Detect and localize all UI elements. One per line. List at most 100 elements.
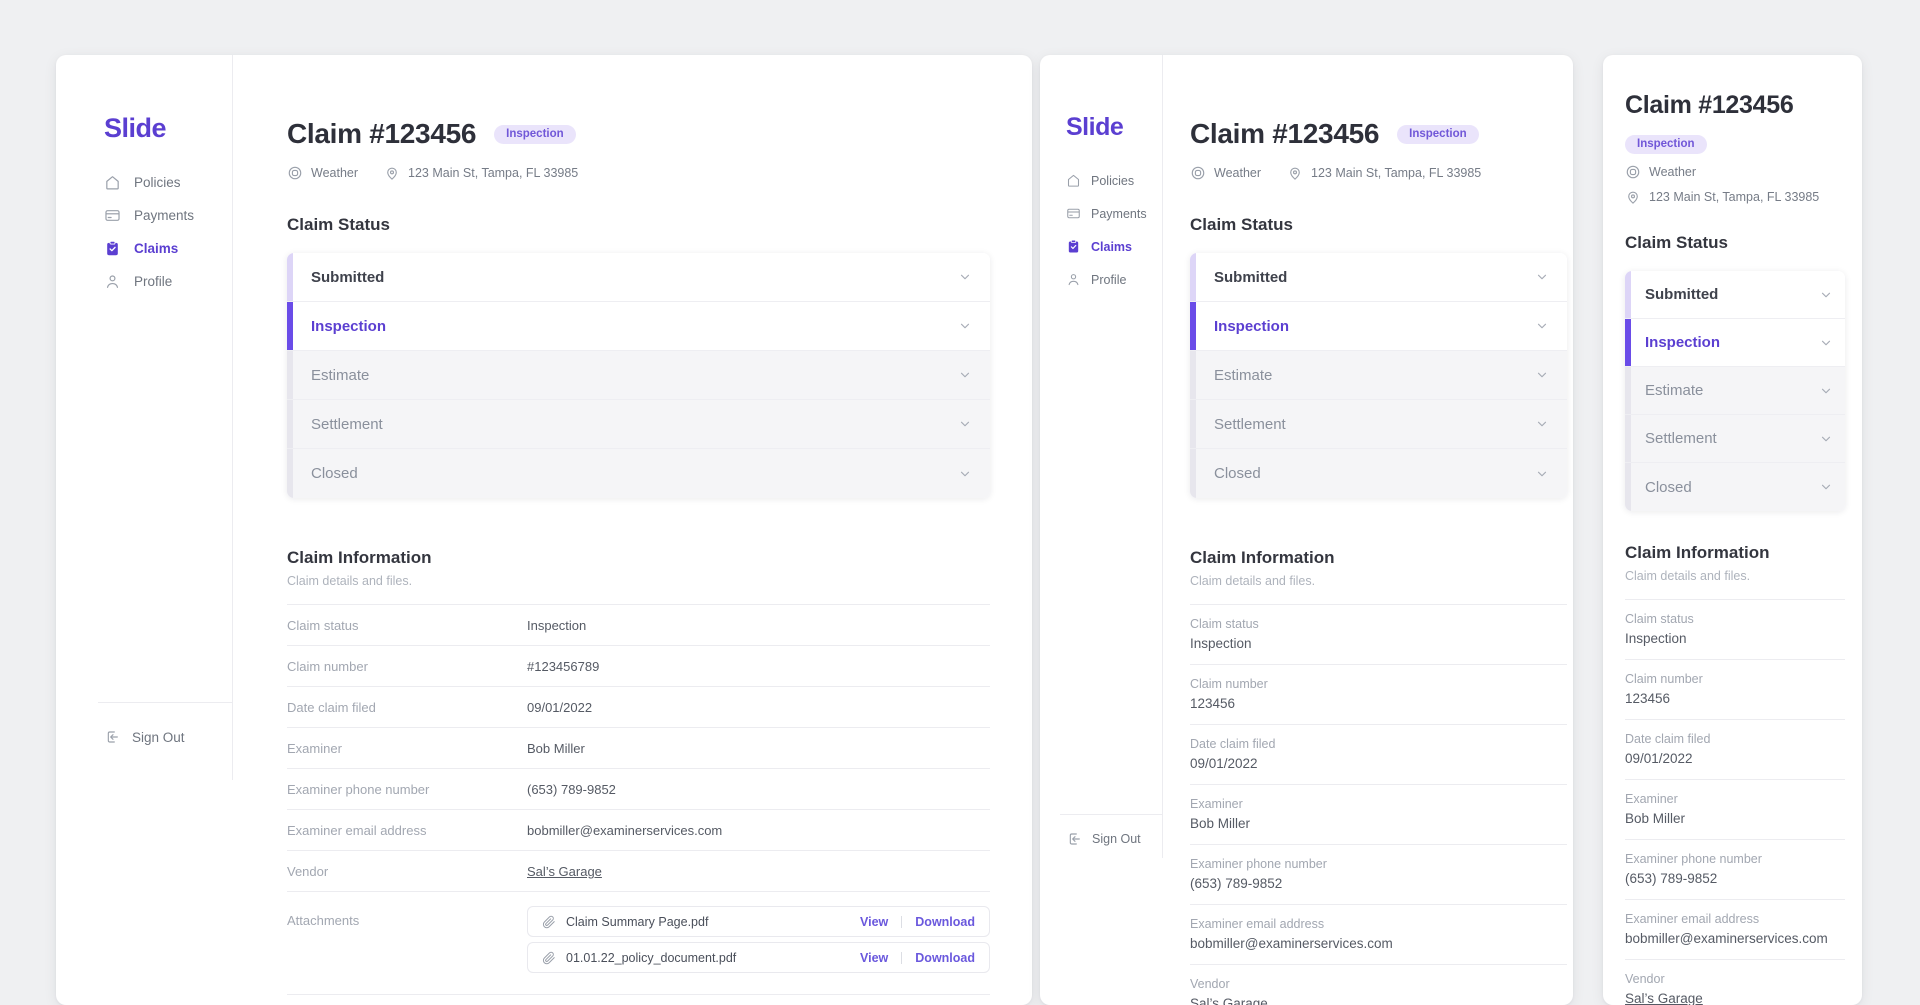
sidebar-item-profile[interactable]: Profile [104,265,232,298]
status-row-submitted[interactable]: Submitted [1190,253,1567,302]
field-label: Vendor [287,864,329,879]
chevron-down-icon[interactable] [1819,288,1833,302]
sidebar-item-policies[interactable]: Policies [1066,164,1162,197]
credit-card-icon [1067,208,1080,219]
sidebar-item-label: Payments [1091,206,1147,221]
chevron-down-icon[interactable] [958,319,972,333]
logout-icon [107,731,118,743]
sidebar-item-claims[interactable]: Claims [104,232,232,265]
sidebar-item-profile[interactable]: Profile [1066,263,1162,296]
chevron-down-icon[interactable] [1535,417,1549,431]
status-row-closed[interactable]: Closed [1190,449,1567,498]
status-badge: Inspection [494,124,576,144]
claim-information-table: Claim status Inspection Claim number 12345… [1190,604,1567,1005]
field-label: Claim status [1625,612,1694,626]
chevron-down-icon[interactable] [1535,319,1549,333]
chevron-down-icon[interactable] [1819,384,1833,398]
table-row: Claim number 123456 [1190,665,1567,725]
divider [901,915,903,928]
sign-out-button[interactable]: Sign Out [104,729,185,745]
status-row-estimate[interactable]: Estimate [1625,367,1845,415]
field-label: Claim number [287,659,368,674]
view-link[interactable]: View [860,914,889,929]
status-row-submitted[interactable]: Submitted [287,253,990,302]
chevron-down-icon[interactable] [958,467,972,481]
credit-card-icon [105,210,120,221]
field-value: 09/01/2022 [1190,756,1258,771]
status-row-inspection[interactable]: Inspection [1190,302,1567,351]
claim-information-subtitle: Claim details and files. [1190,574,1316,588]
table-row: Vendor Sal’s Garage [287,851,990,892]
sidebar-item-label: Profile [134,274,173,289]
status-row-settlement[interactable]: Settlement [1190,400,1567,449]
vendor-link[interactable]: Sal’s Garage [1190,996,1268,1005]
sidebar-item-claims[interactable]: Claims [1066,230,1162,263]
claim-status-title: Claim Status [1625,233,1728,252]
status-row-closed[interactable]: Closed [1625,463,1845,511]
address-chip: 123 Main St, Tampa, FL 33985 [1287,165,1481,181]
chevron-down-icon[interactable] [958,417,972,431]
status-label: Inspection [311,317,387,335]
status-bar [1625,271,1631,318]
weather-chip[interactable]: Weather [1625,164,1845,180]
claim-status-title: Claim Status [287,215,390,234]
chevron-down-icon[interactable] [1819,480,1833,494]
chevron-down-icon[interactable] [1535,270,1549,284]
weather-chip[interactable]: Weather [1190,165,1261,181]
status-label: Submitted [1645,286,1719,303]
field-label: Examiner [1625,792,1678,806]
sidebar: Slide Policies Payments Claims Profile S… [1040,55,1163,858]
sidebar-item-payments[interactable]: Payments [104,199,232,232]
status-bar [1625,415,1631,462]
status-bar [1190,449,1196,498]
paperclip-icon [542,915,555,928]
table-row: Examiner Bob Miller [287,728,990,769]
field-label: Claim status [287,618,359,633]
view-link[interactable]: View [860,950,889,965]
chevron-down-icon[interactable] [958,368,972,382]
status-row-inspection[interactable]: Inspection [287,302,990,351]
vendor-link[interactable]: Sal’s Garage [527,864,602,879]
chevron-down-icon[interactable] [958,270,972,284]
status-bar [287,400,293,448]
table-row: Examiner Bob Miller [1190,785,1567,845]
status-row-settlement[interactable]: Settlement [1625,415,1845,463]
status-row-inspection[interactable]: Inspection [1625,319,1845,367]
field-value: (653) 789-9852 [1190,876,1283,891]
sign-out-button[interactable]: Sign Out [1066,831,1141,847]
status-row-submitted[interactable]: Submitted [1625,271,1845,319]
sidebar-item-payments[interactable]: Payments [1066,197,1162,230]
field-value: 123456 [1625,691,1671,706]
status-label: Settlement [1214,415,1286,433]
chevron-down-icon[interactable] [1535,467,1549,481]
status-label: Submitted [311,268,385,286]
field-value: #123456789 [527,659,600,674]
status-row-estimate[interactable]: Estimate [287,351,990,400]
vendor-link[interactable]: Sal’s Garage [1625,991,1703,1005]
field-value: Inspection [1190,636,1252,651]
sidebar-item-label: Payments [134,208,195,223]
download-link[interactable]: Download [915,914,975,929]
field-label: Examiner phone number [1625,852,1762,866]
status-bar [287,449,293,498]
chevron-down-icon[interactable] [1819,432,1833,446]
sign-out-label: Sign Out [132,729,185,745]
status-accordion: Submitted Inspection Estimate Settlement… [287,253,990,498]
weather-chip[interactable]: Weather [287,165,358,181]
address-chip: 123 Main St, Tampa, FL 33985 [384,165,578,181]
table-row: Claim status Inspection [1625,600,1845,660]
page-title: Claim #123456 [1625,91,1794,119]
chevron-down-icon[interactable] [1819,336,1833,350]
sidebar-item-policies[interactable]: Policies [104,166,232,199]
status-bar [1625,463,1631,511]
chevron-down-icon[interactable] [1535,368,1549,382]
download-link[interactable]: Download [915,950,975,965]
field-value: bobmiller@examinerservices.com [1625,931,1828,946]
status-row-closed[interactable]: Closed [287,449,990,498]
field-value: Inspection [527,618,587,633]
field-value: Bob Miller [527,741,585,756]
status-row-estimate[interactable]: Estimate [1190,351,1567,400]
table-row: Date claim filed 09/01/2022 [1190,725,1567,785]
status-row-settlement[interactable]: Settlement [287,400,990,449]
status-label: Submitted [1214,268,1288,286]
